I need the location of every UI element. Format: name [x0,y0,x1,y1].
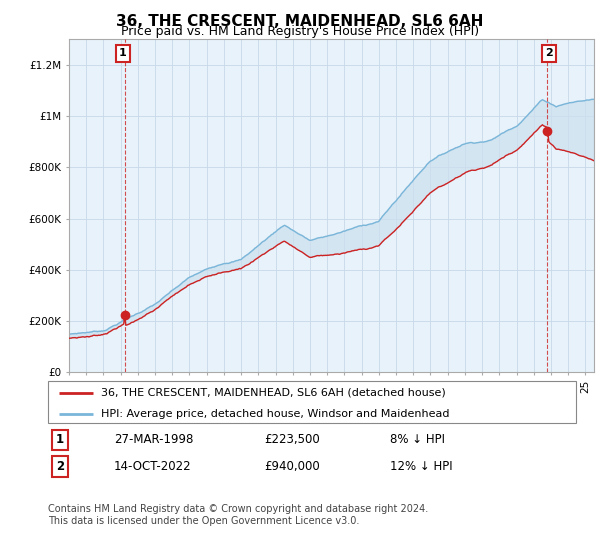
Text: £223,500: £223,500 [264,433,320,446]
Text: HPI: Average price, detached house, Windsor and Maidenhead: HPI: Average price, detached house, Wind… [101,409,449,418]
Text: 12% ↓ HPI: 12% ↓ HPI [390,460,452,473]
Text: £940,000: £940,000 [264,460,320,473]
Text: 8% ↓ HPI: 8% ↓ HPI [390,433,445,446]
Text: Price paid vs. HM Land Registry's House Price Index (HPI): Price paid vs. HM Land Registry's House … [121,25,479,38]
Text: 36, THE CRESCENT, MAIDENHEAD, SL6 6AH (detached house): 36, THE CRESCENT, MAIDENHEAD, SL6 6AH (d… [101,388,446,398]
Text: 1: 1 [56,433,64,446]
Text: 2: 2 [56,460,64,473]
FancyBboxPatch shape [48,381,576,423]
Text: 2: 2 [545,48,553,58]
Text: 14-OCT-2022: 14-OCT-2022 [114,460,191,473]
Text: 1: 1 [119,48,127,58]
Text: 27-MAR-1998: 27-MAR-1998 [114,433,193,446]
Text: 36, THE CRESCENT, MAIDENHEAD, SL6 6AH: 36, THE CRESCENT, MAIDENHEAD, SL6 6AH [116,14,484,29]
Text: Contains HM Land Registry data © Crown copyright and database right 2024.
This d: Contains HM Land Registry data © Crown c… [48,504,428,526]
